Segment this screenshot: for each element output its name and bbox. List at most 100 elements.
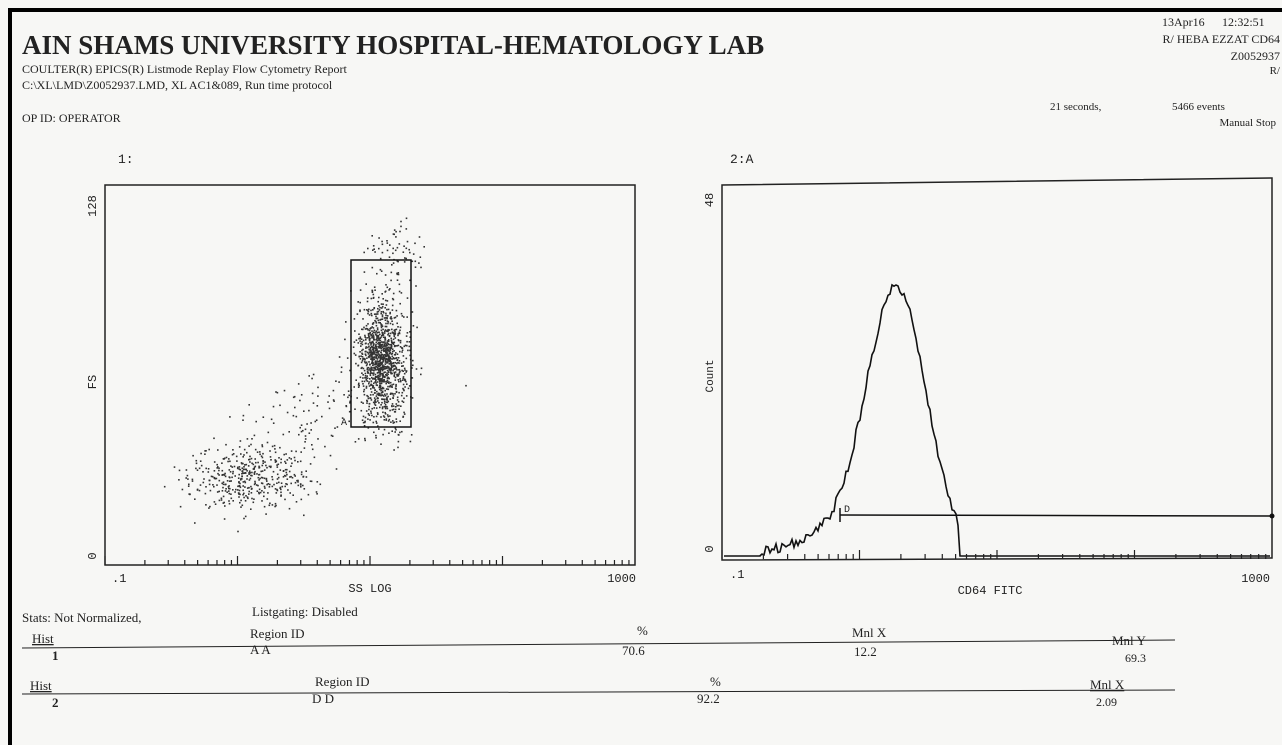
dot xyxy=(377,374,380,377)
dot xyxy=(406,240,409,243)
dot xyxy=(377,356,380,359)
dot xyxy=(380,380,383,382)
dot xyxy=(394,249,397,252)
dot xyxy=(373,307,376,309)
dot xyxy=(294,406,296,409)
dot xyxy=(362,348,364,351)
dot xyxy=(381,362,383,365)
dot xyxy=(362,339,365,342)
dot xyxy=(402,383,405,386)
dot xyxy=(391,409,394,411)
dot xyxy=(378,296,380,299)
dot xyxy=(244,515,247,518)
dot xyxy=(403,316,405,318)
td: 2 xyxy=(52,695,59,710)
dot xyxy=(398,243,401,245)
dot xyxy=(278,481,280,484)
dot xyxy=(359,340,361,342)
dot xyxy=(365,354,367,357)
dot xyxy=(242,419,244,421)
dot xyxy=(290,465,292,467)
dot xyxy=(378,344,381,347)
dot xyxy=(373,378,376,380)
dot xyxy=(231,476,233,479)
dot xyxy=(267,431,270,434)
dot xyxy=(249,477,252,480)
dot xyxy=(373,338,376,341)
dot xyxy=(366,402,368,404)
dot xyxy=(389,381,392,384)
dot xyxy=(367,397,370,400)
dot xyxy=(404,369,406,371)
dot xyxy=(373,363,375,366)
dot xyxy=(205,486,207,488)
dot xyxy=(381,251,384,254)
dot xyxy=(242,489,244,492)
dot xyxy=(377,300,379,303)
dot xyxy=(376,358,379,360)
dot xyxy=(399,370,401,373)
dot xyxy=(229,460,231,463)
dot xyxy=(262,452,264,455)
dot xyxy=(242,414,245,417)
dot xyxy=(315,491,318,493)
dot xyxy=(393,421,395,424)
dot xyxy=(222,481,225,483)
histogram xyxy=(724,283,1270,557)
dot xyxy=(389,322,392,325)
dot xyxy=(363,425,366,427)
dot xyxy=(361,353,364,355)
dot xyxy=(310,422,312,424)
dot xyxy=(260,455,263,457)
dot xyxy=(376,338,378,341)
dot xyxy=(418,262,420,264)
dot xyxy=(385,284,387,286)
dot xyxy=(392,383,395,386)
dot xyxy=(367,346,369,349)
dot xyxy=(378,428,380,430)
dot xyxy=(390,368,393,371)
dot xyxy=(400,394,403,397)
dot xyxy=(362,367,365,370)
dot xyxy=(228,458,230,460)
dot xyxy=(387,367,390,369)
dot xyxy=(382,368,385,371)
dot xyxy=(399,339,402,342)
dot xyxy=(376,317,379,320)
dot xyxy=(397,260,399,263)
dot xyxy=(372,369,374,371)
r: R/ xyxy=(1270,65,1281,77)
dot xyxy=(300,451,302,453)
dot xyxy=(385,362,388,364)
dot xyxy=(366,300,369,303)
dot xyxy=(392,298,395,301)
dot xyxy=(377,334,380,337)
dot xyxy=(252,463,255,466)
dot xyxy=(288,457,291,459)
dot xyxy=(199,484,202,486)
dot xyxy=(255,420,257,423)
dot xyxy=(302,475,305,478)
dot xyxy=(388,350,390,353)
dot xyxy=(286,459,289,461)
dot xyxy=(393,317,396,319)
dot xyxy=(391,350,394,353)
dot xyxy=(391,331,394,333)
dot xyxy=(364,362,367,364)
dot xyxy=(414,260,417,263)
dot xyxy=(380,392,383,394)
dot xyxy=(384,336,386,339)
dot xyxy=(382,380,385,383)
dot xyxy=(403,397,405,400)
dot xyxy=(293,456,296,459)
dot xyxy=(387,376,389,379)
x-label: SS LOG xyxy=(348,582,391,596)
dot xyxy=(230,465,232,467)
dot xyxy=(338,356,341,358)
dot xyxy=(381,324,383,326)
dot xyxy=(276,473,279,476)
dot xyxy=(261,490,263,492)
dot xyxy=(375,401,377,403)
dot xyxy=(304,435,307,437)
dot xyxy=(279,446,281,449)
